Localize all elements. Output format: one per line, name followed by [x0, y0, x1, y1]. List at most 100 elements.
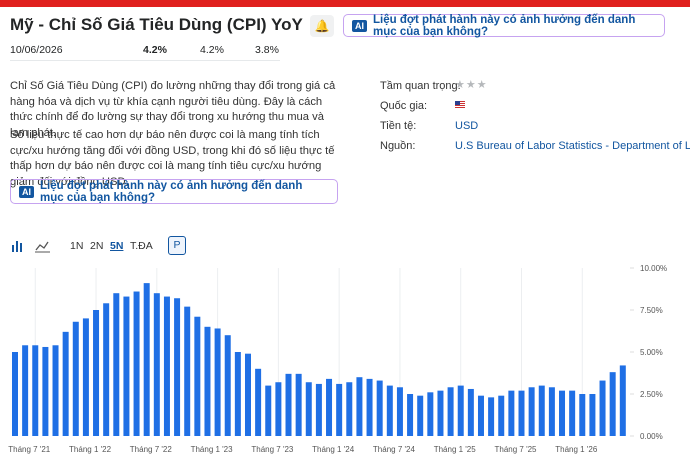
importance-label: Tầm quan trọng: [380, 80, 461, 92]
x-tick-label: Tháng 7 '25 [494, 445, 537, 454]
bar [12, 352, 18, 436]
x-tick-label: Tháng 1 '26 [555, 445, 598, 454]
bar [62, 331, 69, 436]
bar [52, 345, 59, 436]
y-tick-label: 0.00% [640, 432, 663, 441]
divider [10, 60, 280, 61]
x-tick-label: Tháng 7 '23 [251, 445, 294, 454]
bar [396, 387, 403, 436]
bar [42, 346, 49, 436]
range-button[interactable]: 5N [110, 240, 124, 252]
chart-type-icons[interactable] [10, 238, 52, 254]
y-tick-label: 5.00% [640, 348, 663, 357]
y-tick-label: 10.00% [640, 264, 667, 273]
bar [498, 395, 505, 436]
ai-prompt[interactable]: AI Liệu đợt phát hành này có ảnh hưởng đế… [343, 13, 665, 38]
bar [295, 373, 302, 436]
bar [255, 368, 262, 436]
actual: 4.2% [143, 44, 167, 56]
bar [315, 383, 322, 436]
bar [376, 380, 383, 436]
bar [528, 387, 535, 436]
top-banner [0, 0, 690, 7]
bar [194, 316, 201, 436]
bar [579, 394, 586, 436]
bar [599, 380, 606, 436]
x-tick-label: Tháng 7 '22 [130, 445, 173, 454]
x-tick-label: Tháng 1 '23 [191, 445, 234, 454]
bar [224, 335, 231, 436]
bar [143, 283, 150, 436]
bar [123, 296, 130, 436]
currency[interactable]: USD [455, 120, 479, 132]
bar [559, 390, 566, 436]
x-tick-label: Tháng 7 '21 [8, 445, 51, 454]
bar [82, 318, 89, 436]
flag [455, 101, 465, 108]
bar [619, 365, 626, 436]
bar [589, 394, 596, 436]
bar [447, 387, 454, 436]
bar [609, 372, 616, 436]
bar [234, 352, 241, 436]
bar [93, 310, 100, 436]
bar [346, 382, 353, 436]
percent-button[interactable]: P [168, 236, 186, 255]
bar [204, 326, 211, 436]
x-tick-label: Tháng 7 '24 [373, 445, 416, 454]
bar [244, 353, 251, 436]
bar [427, 392, 434, 436]
bar [184, 306, 191, 436]
ai-prompt[interactable]: AI Liệu đợt phát hành này có ảnh hưởng đế… [10, 179, 338, 204]
bar [488, 397, 495, 436]
bar [285, 373, 292, 436]
bar [305, 382, 312, 436]
source[interactable]: U.S Bureau of Labor Statistics - Departm… [455, 140, 690, 152]
bar [265, 385, 272, 436]
range-button[interactable]: 1N [70, 240, 84, 252]
bar [417, 395, 424, 436]
previous: 3.8% [255, 44, 279, 56]
bar [103, 303, 110, 436]
range-button[interactable]: 2N [90, 240, 104, 252]
bar [366, 378, 373, 436]
bar [518, 390, 525, 436]
bar [477, 395, 484, 436]
ai-prompt-text: Liệu đợt phát hành này có ảnh hưởng đến … [373, 13, 636, 38]
bar [22, 345, 29, 436]
bar [214, 328, 221, 436]
bar [32, 345, 39, 436]
bar [467, 388, 474, 436]
page-title: Mỹ - Chỉ Số Giá Tiêu Dùng (CPI) YoY [10, 15, 303, 34]
release-date: 10/06/2026 [10, 44, 63, 56]
country-label: Quốc gia: [380, 100, 428, 112]
bar [386, 385, 393, 436]
bar [538, 385, 545, 436]
bar [548, 387, 555, 436]
bar [133, 291, 140, 436]
range-button[interactable]: T.ĐA [130, 240, 153, 252]
bar [153, 293, 160, 436]
description: Số liệu thực tế cao hơn dự báo nên được … [10, 129, 335, 188]
ai-prompt-text: Liệu đợt phát hành này có ảnh hưởng đến … [40, 179, 303, 204]
bar [457, 385, 464, 436]
bar [569, 390, 576, 436]
bar [356, 377, 363, 436]
forecast: 4.2% [200, 44, 224, 56]
source-label: Nguồn: [380, 140, 416, 152]
x-tick-label: Tháng 1 '25 [434, 445, 477, 454]
bar [336, 383, 343, 436]
y-tick-label: 7.50% [640, 306, 663, 315]
alert-button[interactable]: 🔔 [310, 15, 334, 37]
bar [326, 378, 333, 436]
bar [174, 298, 181, 436]
y-tick-label: 2.50% [640, 390, 663, 399]
bar [437, 390, 444, 436]
importance-stars: ★★★ [455, 79, 488, 91]
bar [163, 296, 170, 436]
description: Chỉ Số Giá Tiêu Dùng (CPI) đo lường nhữn… [10, 80, 336, 139]
bar [72, 321, 79, 436]
bar [508, 390, 515, 436]
x-tick-label: Tháng 1 '22 [69, 445, 112, 454]
